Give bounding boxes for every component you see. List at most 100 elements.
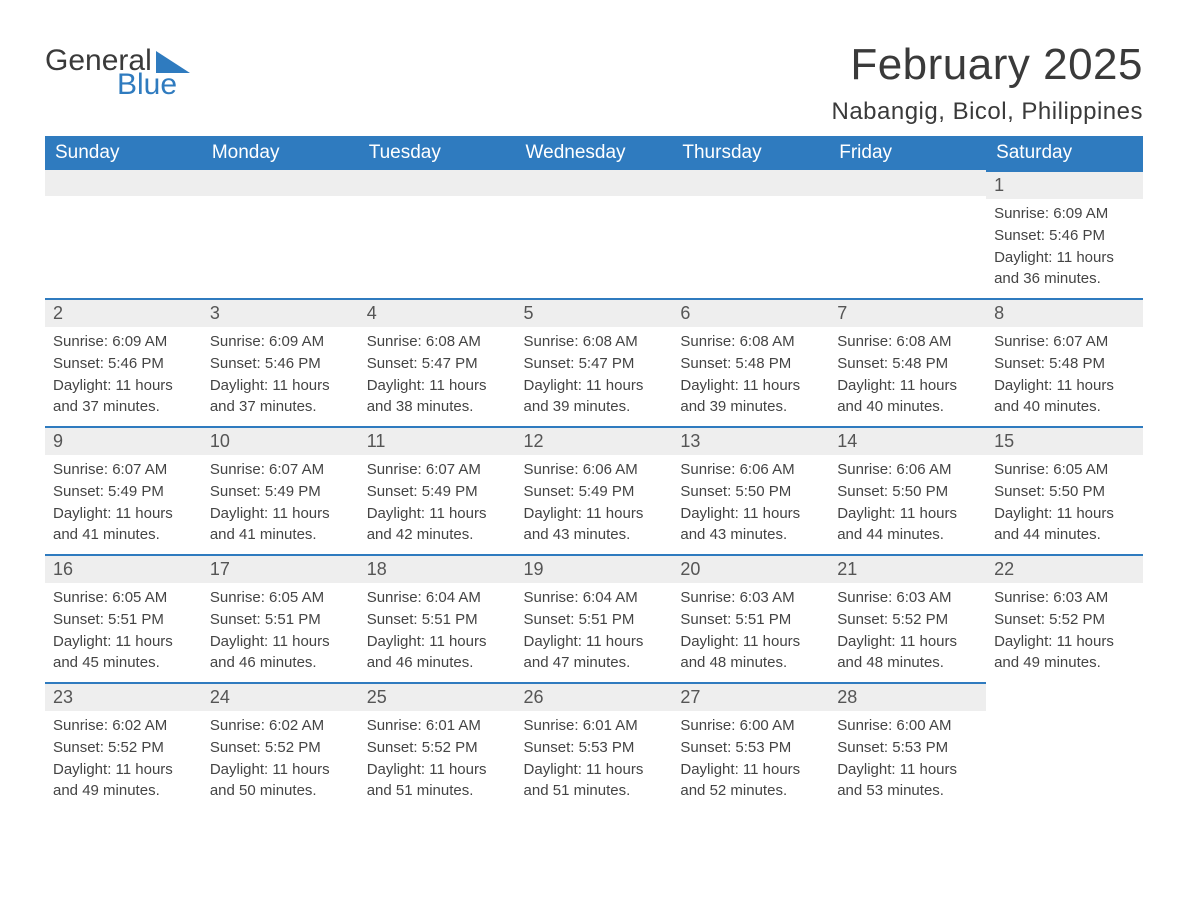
sunrise-text: Sunrise: 6:06 AM — [837, 459, 978, 481]
daylight-text: Daylight: 11 hours and 37 minutes. — [210, 375, 351, 419]
calendar-cell: 26Sunrise: 6:01 AMSunset: 5:53 PMDayligh… — [516, 682, 673, 810]
day-details: Sunrise: 6:02 AMSunset: 5:52 PMDaylight:… — [45, 711, 202, 808]
day-number: 4 — [359, 298, 516, 327]
calendar-cell: 18Sunrise: 6:04 AMSunset: 5:51 PMDayligh… — [359, 554, 516, 682]
daylight-text: Daylight: 11 hours and 47 minutes. — [524, 631, 665, 675]
sunset-text: Sunset: 5:47 PM — [367, 353, 508, 375]
daylight-text: Daylight: 11 hours and 38 minutes. — [367, 375, 508, 419]
calendar-cell: 14Sunrise: 6:06 AMSunset: 5:50 PMDayligh… — [829, 426, 986, 554]
day-details: Sunrise: 6:08 AMSunset: 5:47 PMDaylight:… — [359, 327, 516, 424]
sunset-text: Sunset: 5:50 PM — [837, 481, 978, 503]
day-number: 13 — [672, 426, 829, 455]
day-details: Sunrise: 6:01 AMSunset: 5:52 PMDaylight:… — [359, 711, 516, 808]
sunrise-text: Sunrise: 6:01 AM — [367, 715, 508, 737]
calendar-cell: 4Sunrise: 6:08 AMSunset: 5:47 PMDaylight… — [359, 298, 516, 426]
day-number: 24 — [202, 682, 359, 711]
sunrise-text: Sunrise: 6:07 AM — [53, 459, 194, 481]
calendar-table: Sunday Monday Tuesday Wednesday Thursday… — [45, 136, 1143, 810]
weekday-header: Friday — [829, 136, 986, 170]
day-details: Sunrise: 6:05 AMSunset: 5:50 PMDaylight:… — [986, 455, 1143, 552]
calendar-cell: 11Sunrise: 6:07 AMSunset: 5:49 PMDayligh… — [359, 426, 516, 554]
day-details: Sunrise: 6:07 AMSunset: 5:49 PMDaylight:… — [45, 455, 202, 552]
day-number: 28 — [829, 682, 986, 711]
calendar-cell: 8Sunrise: 6:07 AMSunset: 5:48 PMDaylight… — [986, 298, 1143, 426]
calendar-week-row: 2Sunrise: 6:09 AMSunset: 5:46 PMDaylight… — [45, 298, 1143, 426]
sunrise-text: Sunrise: 6:09 AM — [53, 331, 194, 353]
daylight-text: Daylight: 11 hours and 40 minutes. — [837, 375, 978, 419]
sunset-text: Sunset: 5:46 PM — [53, 353, 194, 375]
day-details: Sunrise: 6:04 AMSunset: 5:51 PMDaylight:… — [516, 583, 673, 680]
day-number: 18 — [359, 554, 516, 583]
day-number: 17 — [202, 554, 359, 583]
day-number: 6 — [672, 298, 829, 327]
calendar-cell — [672, 170, 829, 298]
weekday-header: Thursday — [672, 136, 829, 170]
calendar-cell: 16Sunrise: 6:05 AMSunset: 5:51 PMDayligh… — [45, 554, 202, 682]
sunrise-text: Sunrise: 6:03 AM — [837, 587, 978, 609]
sunrise-text: Sunrise: 6:08 AM — [367, 331, 508, 353]
daylight-text: Daylight: 11 hours and 52 minutes. — [680, 759, 821, 803]
day-number: 16 — [45, 554, 202, 583]
empty-day-bar — [202, 170, 359, 196]
empty-day-bar — [829, 170, 986, 196]
day-details: Sunrise: 6:06 AMSunset: 5:49 PMDaylight:… — [516, 455, 673, 552]
calendar-cell: 24 Sunrise: 6:02 AMSunset: 5:52 PMDayligh… — [202, 682, 359, 810]
sunset-text: Sunset: 5:49 PM — [367, 481, 508, 503]
day-details: Sunrise: 6:00 AMSunset: 5:53 PMDaylight:… — [829, 711, 986, 808]
calendar-cell: 10Sunrise: 6:07 AMSunset: 5:49 PMDayligh… — [202, 426, 359, 554]
sunset-text: Sunset: 5:49 PM — [524, 481, 665, 503]
day-details: Sunrise: 6:00 AMSunset: 5:53 PMDaylight:… — [672, 711, 829, 808]
month-title: February 2025 — [831, 40, 1143, 90]
daylight-text: Daylight: 11 hours and 40 minutes. — [994, 375, 1135, 419]
calendar-cell: 13Sunrise: 6:06 AMSunset: 5:50 PMDayligh… — [672, 426, 829, 554]
calendar-week-row: 16Sunrise: 6:05 AMSunset: 5:51 PMDayligh… — [45, 554, 1143, 682]
sunrise-text: Sunrise: 6:03 AM — [994, 587, 1135, 609]
sunset-text: Sunset: 5:52 PM — [837, 609, 978, 631]
sunset-text: Sunset: 5:52 PM — [53, 737, 194, 759]
daylight-text: Daylight: 11 hours and 50 minutes. — [210, 759, 351, 803]
day-details: Sunrise: 6:06 AMSunset: 5:50 PMDaylight:… — [672, 455, 829, 552]
sunrise-text: Sunrise: 6:05 AM — [994, 459, 1135, 481]
sunrise-text: Sunrise: 6:01 AM — [524, 715, 665, 737]
day-number: 19 — [516, 554, 673, 583]
daylight-text: Daylight: 11 hours and 37 minutes. — [53, 375, 194, 419]
weekday-header: Sunday — [45, 136, 202, 170]
daylight-text: Daylight: 11 hours and 44 minutes. — [837, 503, 978, 547]
weekday-header: Tuesday — [359, 136, 516, 170]
sunset-text: Sunset: 5:51 PM — [524, 609, 665, 631]
weekday-header: Monday — [202, 136, 359, 170]
daylight-text: Daylight: 11 hours and 42 minutes. — [367, 503, 508, 547]
day-number: 5 — [516, 298, 673, 327]
header-row: General Blue February 2025 Nabangig, Bic… — [45, 40, 1143, 126]
calendar-cell: 28Sunrise: 6:00 AMSunset: 5:53 PMDayligh… — [829, 682, 986, 810]
calendar-cell: 15Sunrise: 6:05 AMSunset: 5:50 PMDayligh… — [986, 426, 1143, 554]
daylight-text: Daylight: 11 hours and 48 minutes. — [680, 631, 821, 675]
calendar-cell — [359, 170, 516, 298]
daylight-text: Daylight: 11 hours and 51 minutes. — [524, 759, 665, 803]
daylight-text: Daylight: 11 hours and 39 minutes. — [524, 375, 665, 419]
calendar-cell — [829, 170, 986, 298]
calendar-cell: 21Sunrise: 6:03 AMSunset: 5:52 PMDayligh… — [829, 554, 986, 682]
sunset-text: Sunset: 5:52 PM — [210, 737, 351, 759]
day-number: 23 — [45, 682, 202, 711]
sunset-text: Sunset: 5:53 PM — [524, 737, 665, 759]
day-details: Sunrise: 6:01 AMSunset: 5:53 PMDaylight:… — [516, 711, 673, 808]
calendar-cell: 19Sunrise: 6:04 AMSunset: 5:51 PMDayligh… — [516, 554, 673, 682]
day-number: 22 — [986, 554, 1143, 583]
day-number: 21 — [829, 554, 986, 583]
day-number: 12 — [516, 426, 673, 455]
sunrise-text: Sunrise: 6:05 AM — [53, 587, 194, 609]
brand-logo: General Blue — [45, 40, 190, 100]
day-details: Sunrise: 6:03 AMSunset: 5:52 PMDaylight:… — [986, 583, 1143, 680]
sunrise-text: Sunrise: 6:02 AM — [210, 715, 351, 737]
sunrise-text: Sunrise: 6:07 AM — [210, 459, 351, 481]
weekday-header: Saturday — [986, 136, 1143, 170]
day-details: Sunrise: 6:09 AMSunset: 5:46 PMDaylight:… — [45, 327, 202, 424]
sunset-text: Sunset: 5:48 PM — [994, 353, 1135, 375]
sunset-text: Sunset: 5:47 PM — [524, 353, 665, 375]
calendar-cell — [45, 170, 202, 298]
calendar-cell — [202, 170, 359, 298]
weekday-header: Wednesday — [516, 136, 673, 170]
title-block: February 2025 Nabangig, Bicol, Philippin… — [831, 40, 1143, 126]
sunset-text: Sunset: 5:52 PM — [994, 609, 1135, 631]
